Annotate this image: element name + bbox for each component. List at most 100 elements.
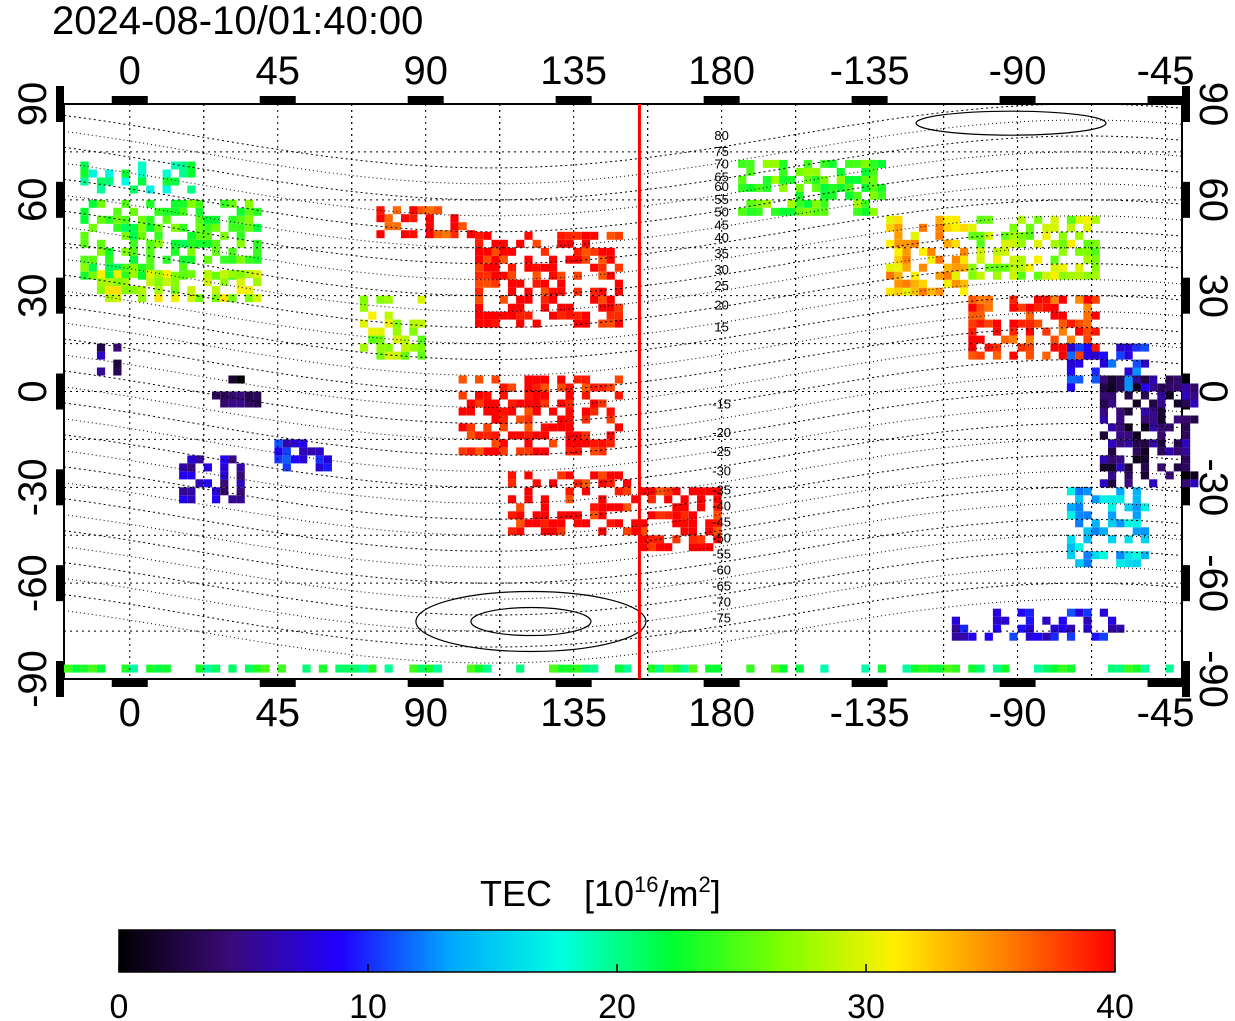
tec-cell — [203, 664, 212, 673]
tec-cell — [606, 503, 615, 512]
tec-cell — [1099, 479, 1108, 488]
tec-cell — [491, 263, 500, 272]
tec-cell — [507, 407, 517, 416]
tec-cell — [516, 279, 525, 288]
tec-cell — [779, 207, 788, 216]
tec-cell — [236, 399, 245, 408]
tec-region-new-zealand — [639, 487, 722, 552]
tec-cell — [598, 503, 607, 512]
tec-cell — [80, 169, 89, 178]
tec-cell — [425, 214, 434, 223]
tec-cell — [129, 247, 138, 256]
left-tick-label: -60 — [11, 554, 55, 612]
tec-cell — [195, 223, 204, 232]
tec-cell — [549, 407, 558, 416]
tec-cell — [951, 215, 960, 224]
tec-cell — [1017, 624, 1026, 633]
contour-line — [63, 215, 1183, 281]
tec-cell — [187, 270, 196, 279]
tec-cell — [162, 278, 171, 287]
tec-cell — [960, 255, 969, 264]
tec-cell — [507, 247, 517, 256]
tec-cell — [1025, 319, 1034, 328]
tec-cell — [886, 287, 895, 296]
tec-cell — [170, 223, 180, 232]
tec-cell — [499, 439, 508, 448]
tec-cell — [614, 287, 623, 296]
tec-cell — [475, 231, 484, 240]
tec-cell — [1042, 327, 1051, 336]
tec-cell — [228, 391, 237, 400]
tec-cell — [1066, 551, 1076, 560]
tec-cell — [557, 664, 566, 673]
tec-cell — [203, 278, 212, 287]
tec-cell — [1075, 519, 1084, 528]
tec-cell — [581, 247, 591, 256]
tec-cell — [409, 327, 418, 336]
tec-cell — [516, 311, 525, 320]
tec-cell — [557, 423, 566, 432]
tec-cell — [1132, 664, 1141, 673]
contour-line — [63, 247, 1183, 313]
contour-label: 75 — [714, 144, 728, 159]
tec-cell — [1091, 327, 1100, 336]
tec-cell — [1050, 664, 1059, 673]
tec-cell — [212, 215, 221, 224]
top-tick-label: -135 — [830, 49, 910, 93]
tec-cell — [1083, 559, 1092, 568]
tec-cell — [96, 239, 106, 248]
tec-cell — [1091, 495, 1100, 504]
contour-label: -35 — [712, 483, 731, 498]
tec-cell — [886, 263, 895, 272]
tec-cell — [894, 239, 903, 248]
tec-cell — [499, 391, 508, 400]
tec-cell — [557, 271, 566, 280]
tec-cell — [516, 399, 525, 408]
tec-cell — [1017, 319, 1026, 328]
tec-cell — [1124, 439, 1133, 448]
tec-cell — [236, 278, 245, 287]
contour-label: -55 — [712, 546, 731, 561]
tec-cell — [302, 664, 311, 673]
tec-cell — [401, 230, 410, 239]
tec-cell — [483, 431, 492, 440]
tec-cell — [573, 479, 582, 488]
tec-cell — [1083, 616, 1092, 625]
tec-cell — [1149, 407, 1158, 416]
tec-cell — [1140, 463, 1150, 472]
chart-title: 2024-08-10/01:40:00 — [52, 0, 423, 43]
tec-cell — [968, 271, 977, 280]
tec-cell — [853, 159, 862, 168]
tec-cell — [1042, 303, 1051, 312]
tec-cell — [499, 295, 508, 304]
tec-cell — [598, 511, 607, 520]
tec-cell — [1165, 423, 1174, 432]
tec-cell — [409, 664, 418, 673]
tec-cell — [146, 263, 155, 272]
tec-cell — [820, 199, 829, 208]
tec-cell — [1157, 423, 1166, 432]
tec-cell — [672, 511, 681, 520]
tec-cell — [984, 295, 993, 304]
tec-cell — [845, 183, 854, 192]
tec-cell — [614, 487, 623, 496]
contour-label: 65 — [714, 169, 728, 184]
tec-cell — [1066, 215, 1076, 224]
right-tick-label: 60 — [1191, 178, 1235, 223]
tec-region-south-africa — [179, 455, 245, 504]
bottom-tick-mark — [999, 679, 1036, 687]
tec-cell — [138, 223, 147, 232]
tec-cell — [516, 431, 525, 440]
tec-cell — [88, 271, 97, 280]
tec-cell — [754, 183, 763, 192]
tec-cell — [820, 664, 829, 673]
tec-cell — [713, 495, 722, 504]
tec-cell — [1140, 375, 1150, 384]
top-axis-tick-labels: 0 45 90 135 180 -135 -90 -45 — [111, 49, 1194, 104]
tec-cell — [573, 375, 582, 384]
tec-cell — [557, 519, 566, 528]
tec-cell — [187, 286, 196, 295]
tec-cell — [1050, 303, 1059, 312]
tec-cell — [244, 391, 254, 400]
tec-cell — [581, 407, 591, 416]
